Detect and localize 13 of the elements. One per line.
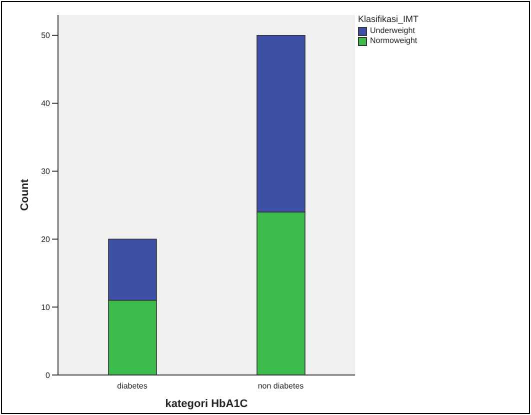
- y-tick-label: 10: [41, 302, 51, 312]
- y-tick-label: 20: [41, 234, 51, 244]
- x-tick-label: diabetes: [117, 382, 148, 391]
- legend-label: Underweight: [370, 26, 415, 36]
- x-tick-label: non diabetes: [258, 382, 304, 391]
- y-tick-label: 40: [41, 99, 51, 108]
- y-axis-title: Count: [18, 178, 31, 211]
- legend-label: Normoweight: [370, 36, 418, 46]
- y-tick-label: 0: [46, 370, 51, 380]
- y-tick-label: 50: [41, 31, 51, 40]
- x-axis-title: kategori HbA1C: [165, 398, 248, 410]
- y-tick-label: 30: [41, 167, 51, 176]
- legend-title: Klasifikasi_IMT: [358, 14, 419, 24]
